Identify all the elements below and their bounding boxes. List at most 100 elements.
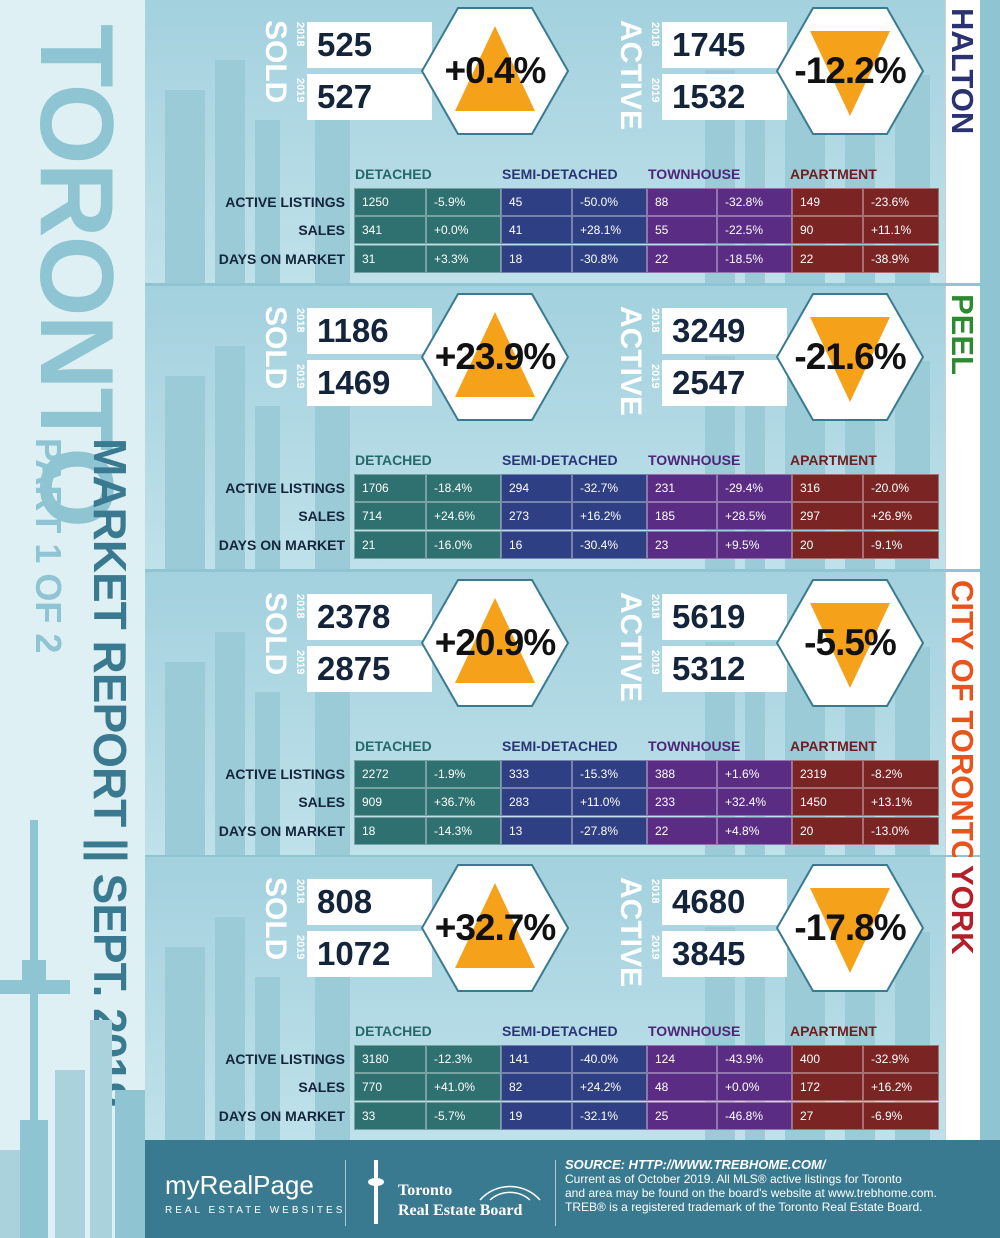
table-change-cell: -43.9%	[717, 1045, 792, 1073]
active-2018-value: 1745	[662, 22, 787, 68]
table-change-cell: +4.8%	[717, 817, 792, 845]
active-2019-value: 2547	[662, 360, 787, 406]
region-section: SOLD 2018 2019 525 527 +0.4% ACTIVE 2018 2019 174…	[145, 0, 945, 283]
active-label: ACTIVE	[610, 14, 648, 131]
sold-2018-value: 1186	[307, 308, 432, 354]
active-change-percent: -12.2%	[794, 50, 906, 91]
left-title-panel: TORONTO MARKET REPORT || SEPT. 2019 PART…	[0, 0, 145, 1238]
table-value-cell: 149	[792, 188, 863, 216]
table-change-cell: -29.4%	[717, 474, 792, 502]
table-change-cell: +11.0%	[572, 788, 647, 816]
table-value-cell: 2272	[354, 760, 426, 788]
year-2018-label: 2018	[649, 879, 661, 904]
category-header: TOWNHOUSE	[648, 166, 741, 182]
year-2019-label: 2019	[649, 78, 661, 103]
table-change-cell: +0.0%	[426, 216, 501, 244]
table-value-cell: 88	[647, 188, 717, 216]
up-arrow-icon	[455, 883, 535, 968]
table-change-cell: -8.2%	[863, 760, 939, 788]
active-change-percent: -21.6%	[794, 336, 906, 377]
table-change-cell: -32.7%	[572, 474, 647, 502]
category-header: TOWNHOUSE	[648, 452, 741, 468]
active-label-text: ACTIVE	[614, 20, 647, 131]
category-header: APARTMENT	[790, 738, 877, 754]
footer: myRealPage REAL ESTATE WEBSITES Toronto …	[145, 1140, 1000, 1238]
sold-change-hexagon: +32.7%	[420, 863, 570, 993]
table-value-cell: 2319	[792, 760, 863, 788]
year-2018-label: 2018	[649, 308, 661, 333]
table-change-cell: -30.4%	[572, 531, 647, 559]
region-section: SOLD 2018 2019 1186 1469 +23.9% ACTIVE 2018 2019…	[145, 286, 945, 569]
table-value-cell: 231	[647, 474, 717, 502]
table-change-cell: +9.5%	[717, 531, 792, 559]
region-section: SOLD 2018 2019 2378 2875 +20.9% ACTIVE 2018 2019…	[145, 572, 945, 855]
table-change-cell: -32.1%	[572, 1102, 647, 1130]
region-name: YORK	[945, 865, 980, 955]
table-value-cell: 1706	[354, 474, 426, 502]
sold-change-percent: +23.9%	[434, 336, 557, 377]
table-value-cell: 20	[792, 531, 863, 559]
sold-2018-value: 2378	[307, 594, 432, 640]
table-change-cell: +1.6%	[717, 760, 792, 788]
active-label-text: ACTIVE	[614, 306, 647, 417]
table-change-cell: -13.0%	[863, 817, 939, 845]
sold-2018-value: 808	[307, 879, 432, 925]
table-value-cell: 341	[354, 216, 426, 244]
edge-strip	[980, 0, 1000, 283]
table-change-cell: -32.9%	[863, 1045, 939, 1073]
table-change-cell: -14.3%	[426, 817, 501, 845]
year-2019-label: 2019	[294, 650, 306, 675]
source-url: SOURCE: HTTP://WWW.TREBHOME.COM/	[565, 1157, 826, 1172]
treb-logo-line2: Real Estate Board	[398, 1202, 523, 1219]
table-change-cell: -6.9%	[863, 1102, 939, 1130]
region-name-tab: PEEL	[945, 286, 981, 569]
table-value-cell: 714	[354, 502, 426, 530]
sold-2019-value: 527	[307, 74, 432, 120]
active-label-text: ACTIVE	[614, 592, 647, 703]
logo1-text: myRealPage	[165, 1170, 314, 1200]
row-label: ACTIVE LISTINGS	[225, 480, 345, 496]
sold-2019-value: 2875	[307, 646, 432, 692]
row-label: SALES	[298, 222, 345, 238]
year-2018-label: 2018	[649, 594, 661, 619]
year-2018-label: 2018	[294, 879, 306, 904]
sold-stat-block: SOLD 2018 2019 1186 1469	[255, 300, 432, 414]
table-change-cell: +41.0%	[426, 1073, 501, 1101]
up-arrow-icon	[455, 598, 535, 683]
up-arrow-icon	[455, 312, 535, 397]
footer-divider	[555, 1160, 556, 1226]
year-2019-label: 2019	[649, 364, 661, 389]
table-value-cell: 90	[792, 216, 863, 244]
table-value-cell: 48	[647, 1073, 717, 1101]
table-change-cell: -15.3%	[572, 760, 647, 788]
report-part: PART 1 OF 2	[28, 438, 69, 654]
stats-table: DETACHED SEMI-DETACHED TOWNHOUSE APARTMENT A…	[200, 434, 939, 564]
active-stat-block: ACTIVE 2018 2019 3249 2547	[610, 300, 787, 417]
table-value-cell: 297	[792, 502, 863, 530]
table-change-cell: +36.7%	[426, 788, 501, 816]
region-name: HALTON	[945, 8, 980, 135]
sold-change-hexagon: +20.9%	[420, 578, 570, 708]
table-change-cell: +16.2%	[863, 1073, 939, 1101]
table-change-cell: -20.0%	[863, 474, 939, 502]
category-header: SEMI-DETACHED	[502, 452, 618, 468]
table-value-cell: 333	[501, 760, 572, 788]
sold-label-text: SOLD	[259, 592, 292, 676]
table-value-cell: 172	[792, 1073, 863, 1101]
table-value-cell: 45	[501, 188, 572, 216]
up-arrow-icon	[455, 26, 535, 111]
treb-logo: Toronto Real Estate Board	[360, 1160, 550, 1230]
table-value-cell: 1250	[354, 188, 426, 216]
year-2018-label: 2018	[294, 308, 306, 333]
down-arrow-icon	[810, 31, 890, 116]
table-value-cell: 22	[647, 817, 717, 845]
table-change-cell: -18.4%	[426, 474, 501, 502]
active-2019-value: 3845	[662, 931, 787, 977]
table-change-cell: -27.8%	[572, 817, 647, 845]
category-header: TOWNHOUSE	[648, 1023, 741, 1039]
table-value-cell: 770	[354, 1073, 426, 1101]
active-stat-block: ACTIVE 2018 2019 1745 1532	[610, 14, 787, 131]
table-change-cell: +26.9%	[863, 502, 939, 530]
sold-2018-value: 525	[307, 22, 432, 68]
table-change-cell: +13.1%	[863, 788, 939, 816]
